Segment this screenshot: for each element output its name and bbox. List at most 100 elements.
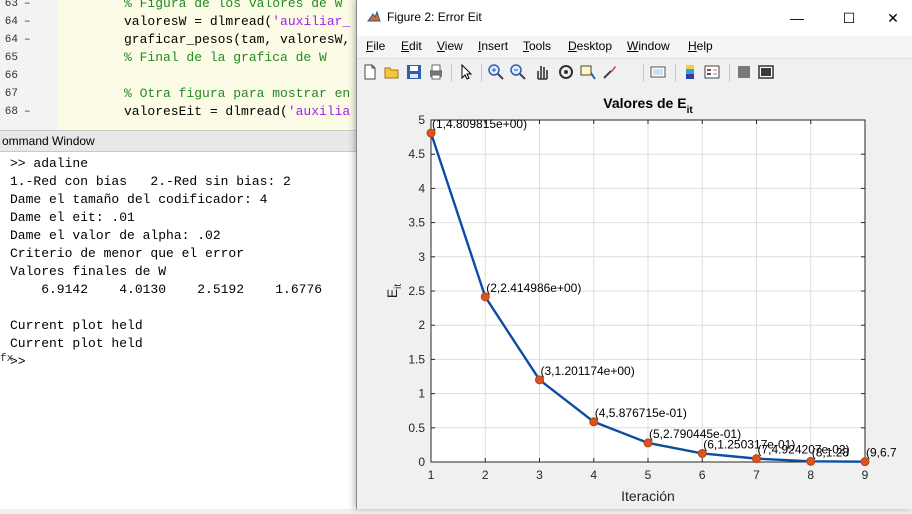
- line-number: 64: [4, 16, 18, 28]
- y-axis-label-text: E: [384, 289, 400, 298]
- menu-desktop[interactable]: Desktop: [568, 39, 612, 53]
- menu-label: ile: [373, 39, 386, 53]
- open-file-icon[interactable]: [383, 63, 401, 81]
- link-icon[interactable]: [649, 63, 667, 81]
- editor-line[interactable]: 66: [0, 67, 912, 85]
- data-point[interactable]: [426, 128, 436, 138]
- toolbar-separator: [675, 64, 676, 82]
- breakpoint-marker[interactable]: –: [24, 16, 31, 28]
- y-tick-label: 2.5: [408, 284, 425, 298]
- data-point-label: (1,4.809815e+00): [432, 117, 527, 131]
- command-window[interactable]: >> adaline 1.-Red con bias 2.-Red sin bia…: [0, 152, 360, 509]
- brush-icon[interactable]: [601, 63, 619, 81]
- data-point[interactable]: [589, 417, 599, 427]
- code-token: % Otra figura para mostrar en: [124, 86, 351, 101]
- breakpoint-marker[interactable]: –: [24, 106, 31, 118]
- menu-window[interactable]: Window: [627, 39, 670, 53]
- hide-plot-tools-icon[interactable]: [735, 63, 753, 81]
- plot-area[interactable]: 1 2 3 4 5 6 7 8 9 0 0.5 1 1.5 2 2.5 3 3.5 4 4.5 5 Valores de…: [357, 87, 912, 509]
- data-point[interactable]: [480, 292, 490, 302]
- legend-icon[interactable]: [703, 63, 721, 81]
- breakpoint-marker[interactable]: –: [24, 34, 31, 46]
- editor-line[interactable]: 64– graficar_pesos(tam, valoresW,: [0, 31, 912, 49]
- editor-line[interactable]: 67 % Otra figura para mostrar en: [0, 85, 912, 103]
- menu-label: iew: [444, 39, 463, 53]
- line-number: 66: [4, 70, 18, 82]
- y-tick-label: 0: [418, 455, 425, 469]
- menu-label: ools: [529, 39, 552, 53]
- figure-window[interactable]: Figure 2: Error Eit — ☐ ✕ File Edit View In…: [356, 0, 912, 509]
- colorbar-icon[interactable]: [681, 63, 699, 81]
- menu-tools[interactable]: Tools: [523, 39, 551, 53]
- command-prompt[interactable]: >>: [10, 354, 26, 369]
- minimize-button[interactable]: —: [790, 10, 804, 26]
- command-output-line: Dame el valor de alpha: .02: [10, 228, 221, 243]
- menu-edit[interactable]: Edit: [401, 39, 422, 53]
- command-output-line: Dame el tamaño del codificador: 4: [10, 192, 268, 207]
- editor-line[interactable]: 65 % Final de la grafica de W: [0, 49, 912, 67]
- data-cursor-icon[interactable]: [579, 63, 597, 81]
- data-point[interactable]: [860, 457, 870, 467]
- save-icon[interactable]: [405, 63, 423, 81]
- line-number: 64: [4, 34, 18, 46]
- data-point[interactable]: [806, 456, 816, 466]
- y-tick-label: 5: [418, 113, 425, 127]
- menu-label: esktop: [576, 39, 613, 53]
- pan-icon[interactable]: [533, 63, 551, 81]
- zoom-in-icon[interactable]: [487, 63, 505, 81]
- zoom-out-icon[interactable]: [509, 63, 527, 81]
- menu-help[interactable]: Help: [688, 39, 713, 53]
- breakpoint-marker[interactable]: –: [24, 0, 31, 10]
- y-tick-label: 0.5: [408, 421, 425, 435]
- menu-view[interactable]: View: [437, 39, 463, 53]
- show-plot-tools-icon[interactable]: [757, 63, 775, 81]
- data-point[interactable]: [697, 448, 707, 458]
- rotate-icon[interactable]: [557, 63, 575, 81]
- menu-mnemonic: F: [366, 39, 374, 53]
- code-token: graficar_pesos(tam, valoresW,: [124, 32, 351, 47]
- error-chart[interactable]: 1 2 3 4 5 6 7 8 9 0 0.5 1 1.5 2 2.5 3 3.5 4 4.5 5 Valores de…: [357, 87, 912, 509]
- data-point-label: (3,1.201174e+00): [541, 364, 635, 378]
- code-token: % Final de la grafica de W: [124, 50, 327, 65]
- command-output-line: Criterio de menor que el error: [10, 246, 245, 261]
- x-tick-label: 6: [699, 468, 706, 482]
- close-button[interactable]: ✕: [887, 10, 899, 26]
- print-icon[interactable]: [427, 63, 445, 81]
- function-browser-icon[interactable]: fx: [0, 353, 14, 365]
- menu-label: indow: [638, 39, 670, 53]
- y-tick-label: 4.5: [408, 147, 425, 161]
- menu-file[interactable]: File: [366, 39, 385, 53]
- editor-line[interactable]: 64– valoresW = dlmread('auxiliar_: [0, 13, 912, 31]
- line-number: 67: [4, 88, 18, 100]
- editor-line[interactable]: 63– % Figura de los valores de W: [0, 0, 912, 13]
- chart-title-text: Valores de E: [603, 95, 686, 111]
- data-point[interactable]: [752, 454, 761, 464]
- command-output-line: Current plot held: [10, 318, 143, 333]
- command-output-line: 6.9142 4.0130 2.5192 1.6776: [10, 282, 323, 297]
- code-token: valoresW = dlmread(: [124, 14, 273, 29]
- line-number: 63: [4, 0, 18, 10]
- command-window-titlebar[interactable]: ommand Window: [0, 130, 360, 152]
- data-point-label: (8,1.28: [812, 445, 850, 459]
- chart-title-subscript: it: [687, 105, 694, 116]
- data-point[interactable]: [643, 438, 653, 448]
- x-tick-label: 9: [862, 468, 869, 482]
- new-figure-icon[interactable]: [361, 63, 379, 81]
- data-point[interactable]: [535, 375, 544, 385]
- data-point-label: (9,6.7: [866, 446, 897, 460]
- pointer-icon[interactable]: [457, 63, 475, 81]
- figure-toolbar: [357, 58, 912, 88]
- data-point-label: (7,4.924207e-02): [758, 443, 850, 457]
- editor-line[interactable]: 68– valoresEit = dlmread('auxilia: [0, 103, 912, 121]
- menu-insert[interactable]: Insert: [478, 39, 508, 53]
- y-axis-label-subscript: it: [393, 284, 404, 289]
- menu-mnemonic: T: [523, 39, 529, 53]
- toolbar-separator: [451, 64, 452, 82]
- x-tick-label: 5: [645, 468, 652, 482]
- x-tick-label: 4: [590, 468, 597, 482]
- y-tick-label: 1.5: [408, 352, 425, 366]
- figure-titlebar[interactable]: Figure 2: Error Eit — ☐ ✕: [357, 0, 912, 36]
- command-output-line: Valores finales de W: [10, 264, 167, 279]
- command-window-title: ommand Window: [2, 134, 95, 148]
- maximize-button[interactable]: ☐: [842, 10, 856, 26]
